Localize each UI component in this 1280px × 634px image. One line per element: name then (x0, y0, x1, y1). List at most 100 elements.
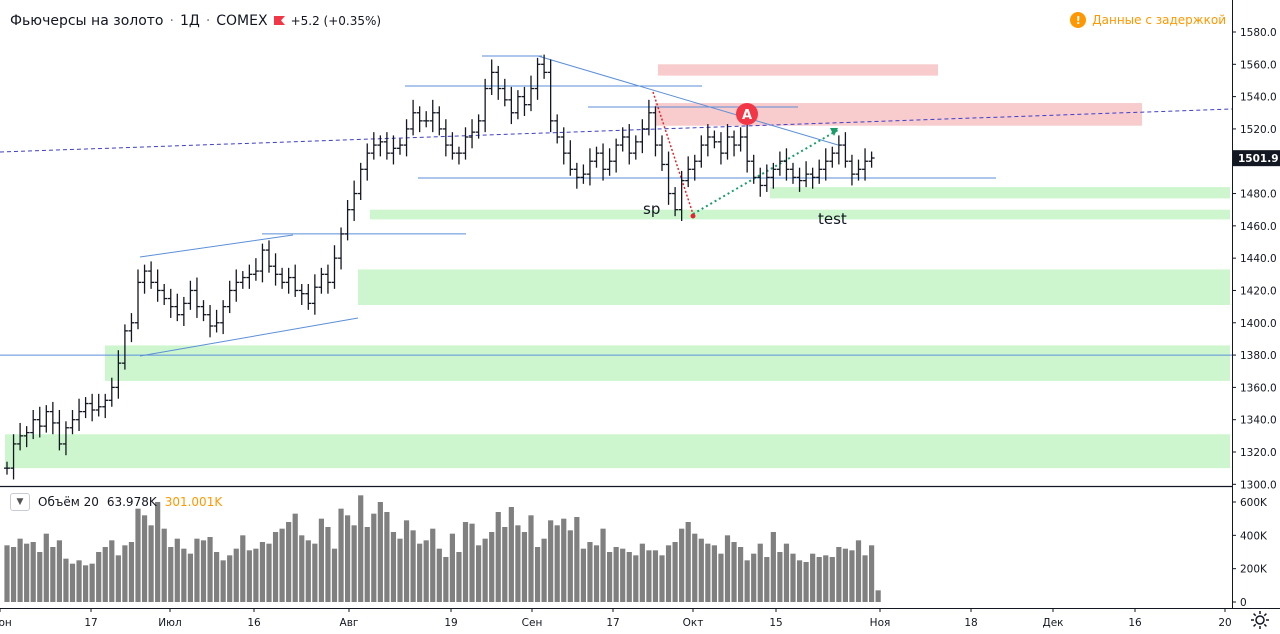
volume-bar (168, 547, 174, 602)
price-bar (600, 143, 607, 181)
volume-bar (770, 532, 776, 602)
price-bar (62, 421, 69, 456)
marker-a-label: A (742, 108, 752, 123)
volume-bar (842, 548, 848, 602)
price-bar (567, 140, 574, 176)
arrow-head-icon (830, 128, 838, 136)
volume-bar (855, 540, 862, 602)
volume-bar (810, 553, 816, 602)
price-bar (613, 138, 620, 173)
volume-bar (331, 548, 338, 602)
price-bar (49, 401, 56, 435)
volume-bar (705, 543, 711, 602)
price-bar (783, 148, 790, 181)
volume-bar (711, 545, 717, 602)
volume-bar (187, 553, 193, 602)
price-bar (272, 253, 279, 286)
price-bar (475, 114, 482, 139)
volume-bar (109, 540, 115, 602)
volume-bar (410, 530, 416, 602)
volume-bar (358, 495, 364, 602)
price-bar (501, 78, 508, 107)
price-bar (835, 135, 842, 165)
volume-bar (115, 555, 121, 602)
price-bar (43, 405, 50, 433)
volume-bar (384, 512, 390, 602)
price-bar (639, 119, 646, 154)
volume-average-value: 301.001K (164, 495, 223, 509)
volume-bar (266, 543, 272, 602)
chevron-down-icon[interactable]: ▼ (10, 493, 30, 511)
price-bar (95, 393, 102, 417)
price-bar (403, 119, 410, 157)
price-bars-layer (4, 54, 875, 480)
time-tick-label: Июн (0, 617, 12, 629)
volume-bar (338, 508, 344, 602)
price-bar (285, 267, 292, 294)
time-tick-label: 19 (444, 617, 457, 629)
volume-bar (587, 542, 593, 602)
price-bar (514, 90, 521, 120)
support-zone (105, 345, 1230, 381)
price-bar (704, 124, 711, 157)
volume-bar (102, 547, 108, 602)
price-bar (324, 264, 331, 294)
volume-bar (508, 507, 514, 602)
price-bar (30, 410, 37, 440)
time-tick-label: Окт (683, 617, 704, 629)
time-tick-label: Авг (340, 617, 359, 629)
drawings-layer (0, 55, 1233, 357)
resistance-zone (658, 64, 938, 76)
flag-icon[interactable] (273, 15, 285, 27)
time-tick-label: 17 (606, 617, 619, 629)
volume-bar (17, 538, 23, 602)
price-bar (691, 154, 698, 181)
price-tick-label: 1320.0 (1240, 447, 1277, 459)
price-bar (305, 284, 312, 310)
volume-tick-label: 600K (1240, 497, 1268, 509)
symbol-name[interactable]: Фьючерсы на золото (10, 13, 164, 29)
volume-bar (521, 532, 528, 602)
volume-bar (214, 552, 220, 602)
volume-bar (580, 548, 586, 602)
time-tick-label: 15 (769, 617, 782, 629)
price-bar (220, 300, 227, 335)
volume-bar (548, 520, 554, 602)
volume-bar (233, 548, 239, 602)
price-bar (737, 127, 744, 152)
volume-bar (528, 515, 534, 602)
volume-bar (764, 557, 770, 602)
volume-tick-label: 200K (1240, 564, 1268, 576)
info-icon: ! (1070, 12, 1087, 28)
support-zone (770, 187, 1230, 199)
volume-bar (875, 590, 881, 602)
volume-bar (240, 535, 246, 602)
volume-bar (652, 550, 659, 602)
volume-bar (371, 513, 377, 602)
price-bar (298, 284, 305, 305)
delay-notice[interactable]: ! Данные с задержкой (1070, 12, 1226, 28)
support-zone (5, 434, 1230, 469)
price-bar (292, 264, 299, 297)
volume-bar (200, 540, 207, 602)
current-price-label: 1501.9 (1238, 153, 1279, 165)
price-bar (4, 461, 10, 475)
volume-bar (141, 515, 148, 602)
gear-icon[interactable] (1250, 610, 1270, 630)
price-bar (154, 269, 161, 302)
volume-bar (181, 548, 187, 602)
price-bar (416, 106, 423, 133)
price-bar (410, 99, 417, 136)
price-bar (455, 146, 462, 165)
volume-bar (724, 535, 731, 602)
time-tick-label: 16 (247, 617, 261, 629)
volume-bar (567, 530, 573, 602)
volume-bar (351, 525, 357, 602)
volume-bar (174, 538, 180, 602)
interval-label[interactable]: 1Д (179, 13, 200, 29)
volume-bar (731, 542, 737, 602)
volume-bar (161, 528, 167, 602)
price-tick-label: 1560.0 (1240, 59, 1277, 71)
price-bar (436, 106, 443, 136)
